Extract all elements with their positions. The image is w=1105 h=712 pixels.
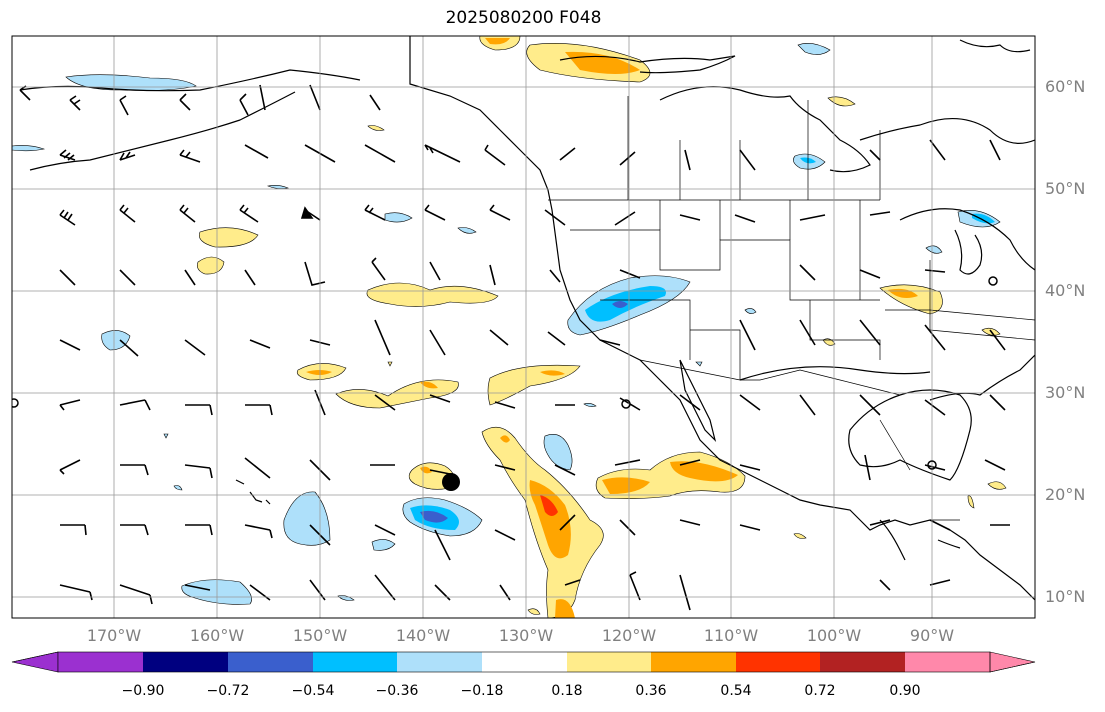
colorbar-tick: 0.36 bbox=[635, 683, 667, 699]
lon-label-110w: 110°W bbox=[703, 626, 759, 645]
lon-label-120w: 120°W bbox=[601, 626, 657, 645]
lat-label-40n: 40°N bbox=[1045, 281, 1086, 300]
wind-barbs bbox=[19, 84, 1010, 611]
colorbar bbox=[11, 651, 1036, 673]
shaded-fields bbox=[12, 36, 1007, 618]
map-frame bbox=[11, 35, 1036, 619]
lat-label-20n: 20°N bbox=[1045, 485, 1086, 504]
lat-label-60n: 60°N bbox=[1045, 77, 1086, 96]
lon-label-170w: 170°W bbox=[86, 626, 142, 645]
borders bbox=[409, 36, 1035, 521]
markers bbox=[12, 276, 998, 491]
colorbar-tick: −0.36 bbox=[375, 683, 419, 699]
lon-label-130w: 130°W bbox=[498, 626, 554, 645]
colorbar-tick: −0.18 bbox=[460, 683, 504, 699]
lon-label-90w: 90°W bbox=[909, 626, 955, 645]
storm-marker bbox=[442, 473, 460, 491]
colorbar-tick: −0.54 bbox=[291, 683, 335, 699]
colorbar-tick: 0.18 bbox=[551, 683, 583, 699]
colorbar-tick: 0.54 bbox=[720, 683, 752, 699]
lon-label-160w: 160°W bbox=[189, 626, 245, 645]
coastlines bbox=[19, 36, 1035, 601]
colorbar-tick: 0.72 bbox=[804, 683, 836, 699]
lon-label-100w: 100°W bbox=[806, 626, 862, 645]
lon-label-140w: 140°W bbox=[395, 626, 451, 645]
lat-label-10n: 10°N bbox=[1045, 587, 1086, 606]
colorbar-tick: −0.72 bbox=[206, 683, 250, 699]
lon-label-150w: 150°W bbox=[292, 626, 348, 645]
colorbar-tick: 0.90 bbox=[889, 683, 921, 699]
colorbar-tick: −0.90 bbox=[121, 683, 165, 699]
gridlines bbox=[12, 36, 1035, 618]
lat-label-50n: 50°N bbox=[1045, 179, 1086, 198]
lat-label-30n: 30°N bbox=[1045, 383, 1086, 402]
chart-title: 2025080200 F048 bbox=[445, 8, 602, 28]
